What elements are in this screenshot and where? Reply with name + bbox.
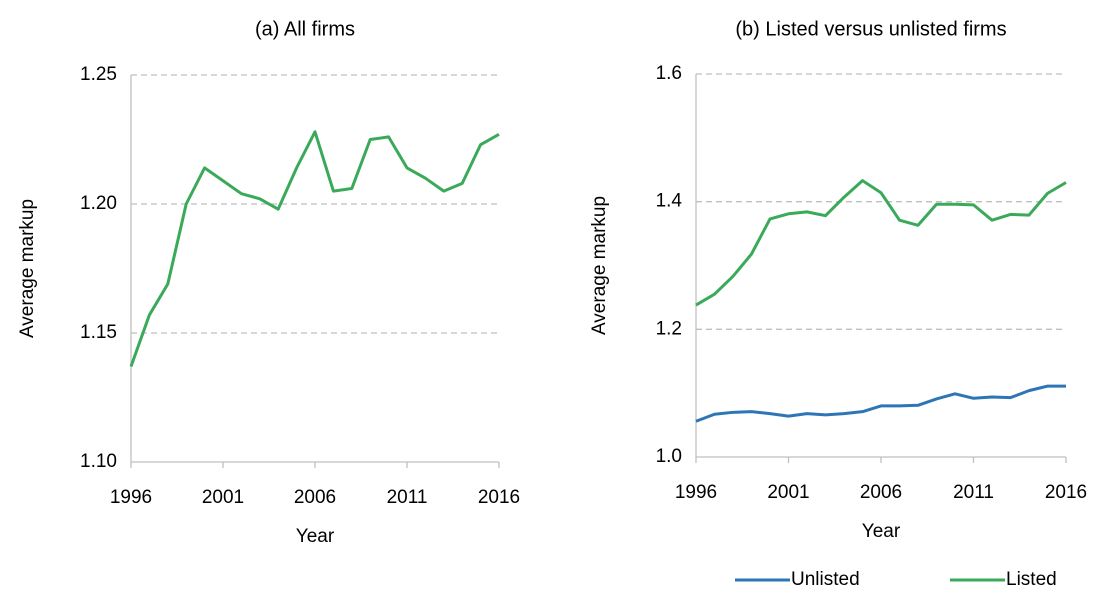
legend-label: Unlisted xyxy=(791,569,860,590)
y-tick-label: 1.2 xyxy=(656,318,682,339)
chart-title: (b) Listed versus unlisted firms xyxy=(735,18,1006,40)
y-tick-label: 1.15 xyxy=(80,322,117,343)
y-tick-label: 1.4 xyxy=(656,191,683,212)
x-tick-label: 2016 xyxy=(478,487,520,508)
y-axis-label: Average markup xyxy=(17,199,38,338)
y-axis-label: Average markup xyxy=(589,196,610,335)
line-series xyxy=(695,384,1066,423)
legend-label: Listed xyxy=(1006,569,1057,590)
y-tick-label: 1.10 xyxy=(80,451,117,472)
x-tick-label: 1996 xyxy=(675,482,717,503)
y-tick-label: 1.25 xyxy=(80,64,117,85)
x-tick-label: 2011 xyxy=(953,482,994,503)
x-tick-label: 2001 xyxy=(202,487,244,508)
x-tick-label: 2016 xyxy=(1045,482,1087,503)
x-tick-label: 2011 xyxy=(387,487,428,508)
line-series xyxy=(129,130,500,368)
x-axis-label: Year xyxy=(296,526,335,547)
x-tick-label: 2006 xyxy=(860,482,902,503)
y-tick-label: 1.6 xyxy=(656,63,682,84)
x-axis-label: Year xyxy=(862,521,901,542)
x-tick-label: 1996 xyxy=(110,487,152,508)
line-series xyxy=(695,179,1067,307)
x-tick-label: 2001 xyxy=(767,482,809,503)
y-tick-label: 1.0 xyxy=(656,446,682,467)
chart-title: (a) All firms xyxy=(255,18,355,40)
x-tick-label: 2006 xyxy=(294,487,336,508)
y-tick-label: 1.20 xyxy=(80,193,117,214)
